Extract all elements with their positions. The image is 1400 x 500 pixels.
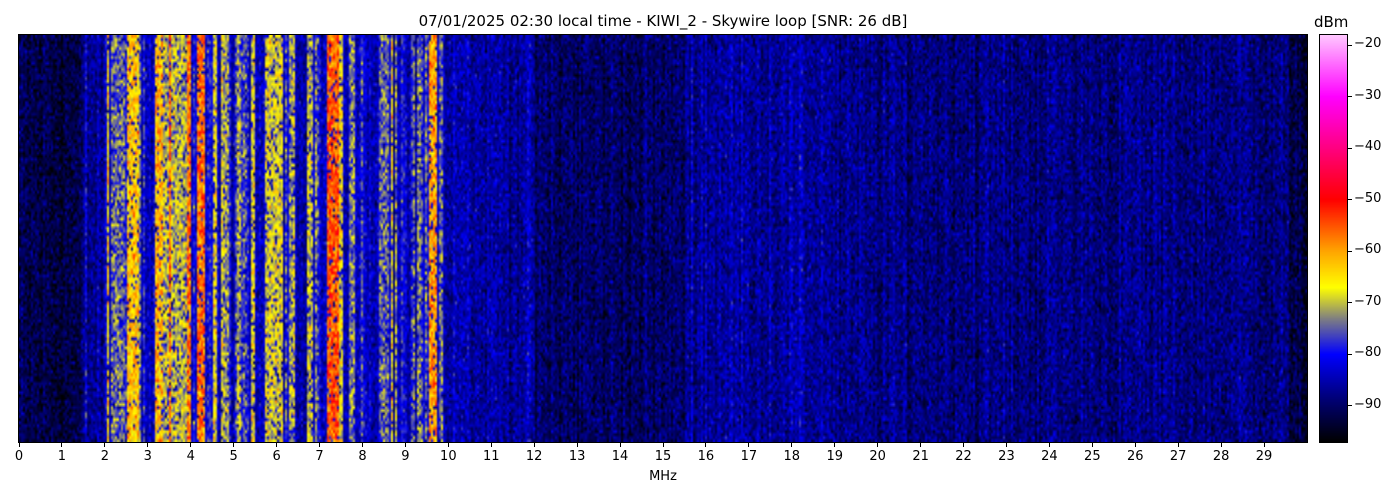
x-tick-mark [18, 442, 20, 447]
colorbar-tick-label: −60 [1354, 242, 1382, 258]
x-tick-label: 21 [912, 449, 929, 464]
x-tick-mark [319, 442, 321, 447]
x-tick-mark [791, 442, 793, 447]
x-tick-label: 11 [482, 449, 500, 464]
colorbar-tick-label: −30 [1354, 87, 1382, 103]
x-tick-mark [1177, 442, 1179, 447]
x-tick-mark [490, 442, 492, 447]
x-tick-label: 18 [783, 449, 801, 464]
colorbar-tick-mark [1347, 405, 1352, 407]
x-tick-mark [1134, 442, 1136, 447]
x-tick-mark [404, 442, 406, 447]
x-tick-label: 7 [315, 449, 324, 464]
x-tick-label: 5 [229, 449, 238, 464]
x-tick-label: 17 [740, 449, 758, 464]
x-tick-label: 4 [186, 449, 195, 464]
colorbar-tick-label: −70 [1354, 293, 1382, 309]
x-tick-mark [61, 442, 63, 447]
chart-title: 07/01/2025 02:30 local time - KIWI_2 - S… [418, 12, 908, 30]
x-tick-label: 19 [826, 449, 843, 464]
x-tick-label: 2 [100, 449, 109, 464]
x-tick-label: 12 [525, 449, 543, 464]
x-tick-label: 28 [1212, 449, 1230, 464]
x-tick-label: 6 [272, 449, 281, 464]
x-tick-label: 1 [57, 449, 67, 464]
x-tick-mark [834, 442, 836, 447]
x-tick-label: 16 [697, 449, 715, 464]
x-tick-mark [147, 442, 149, 447]
x-tick-label: 25 [1084, 449, 1101, 464]
x-tick-label: 27 [1169, 449, 1187, 464]
x-tick-mark [877, 442, 879, 447]
x-tick-mark [748, 442, 750, 447]
colorbar-tick-mark [1347, 44, 1352, 46]
x-tick-mark [361, 442, 363, 447]
colorbar-tick-label: −80 [1354, 345, 1382, 361]
x-tick-label: 8 [358, 449, 367, 464]
colorbar-tick-mark [1347, 96, 1352, 98]
colorbar-tick-mark [1347, 353, 1352, 355]
x-tick-mark [576, 442, 578, 447]
x-tick-mark [920, 442, 922, 447]
colorbar-tick-mark [1347, 250, 1352, 252]
x-tick-label: 9 [401, 449, 410, 464]
x-tick-mark [190, 442, 192, 447]
x-tick-label: 29 [1255, 449, 1273, 464]
waterfall-heatmap [18, 34, 1308, 443]
x-tick-label: 26 [1126, 449, 1144, 464]
x-tick-label: 20 [869, 449, 886, 464]
x-tick-mark [233, 442, 235, 447]
x-tick-mark [662, 442, 664, 447]
x-tick-label: 22 [955, 449, 972, 464]
x-tick-mark [1220, 442, 1222, 447]
x-tick-mark [1263, 442, 1265, 447]
colorbar-tick-label: −90 [1354, 396, 1382, 412]
x-tick-mark [705, 442, 707, 447]
colorbar-tick-mark [1347, 147, 1352, 149]
colorbar-tick-mark [1347, 302, 1352, 304]
x-tick-mark [1048, 442, 1050, 447]
x-tick-mark [447, 442, 449, 447]
x-tick-mark [1005, 442, 1007, 447]
x-tick-label: 10 [440, 449, 457, 464]
x-tick-mark [104, 442, 106, 447]
colorbar-tick-mark [1347, 199, 1352, 201]
x-tick-label: 14 [611, 449, 629, 464]
x-tick-mark [276, 442, 278, 447]
x-tick-mark [533, 442, 535, 447]
x-tick-mark [963, 442, 965, 447]
x-tick-mark [619, 442, 621, 447]
colorbar-tick-label: −20 [1354, 36, 1382, 52]
x-tick-label: 23 [998, 449, 1015, 464]
colorbar [1319, 34, 1348, 443]
x-tick-label: 13 [568, 449, 586, 464]
colorbar-tick-label: −50 [1354, 190, 1382, 206]
x-tick-mark [1091, 442, 1093, 447]
x-axis-label: MHz [649, 469, 677, 484]
x-tick-label: 24 [1041, 449, 1058, 464]
colorbar-label: dBm [1314, 13, 1349, 31]
x-tick-label: 15 [654, 449, 672, 464]
x-tick-label: 0 [14, 449, 24, 464]
colorbar-tick-label: −40 [1354, 139, 1382, 155]
x-tick-label: 3 [143, 449, 152, 464]
